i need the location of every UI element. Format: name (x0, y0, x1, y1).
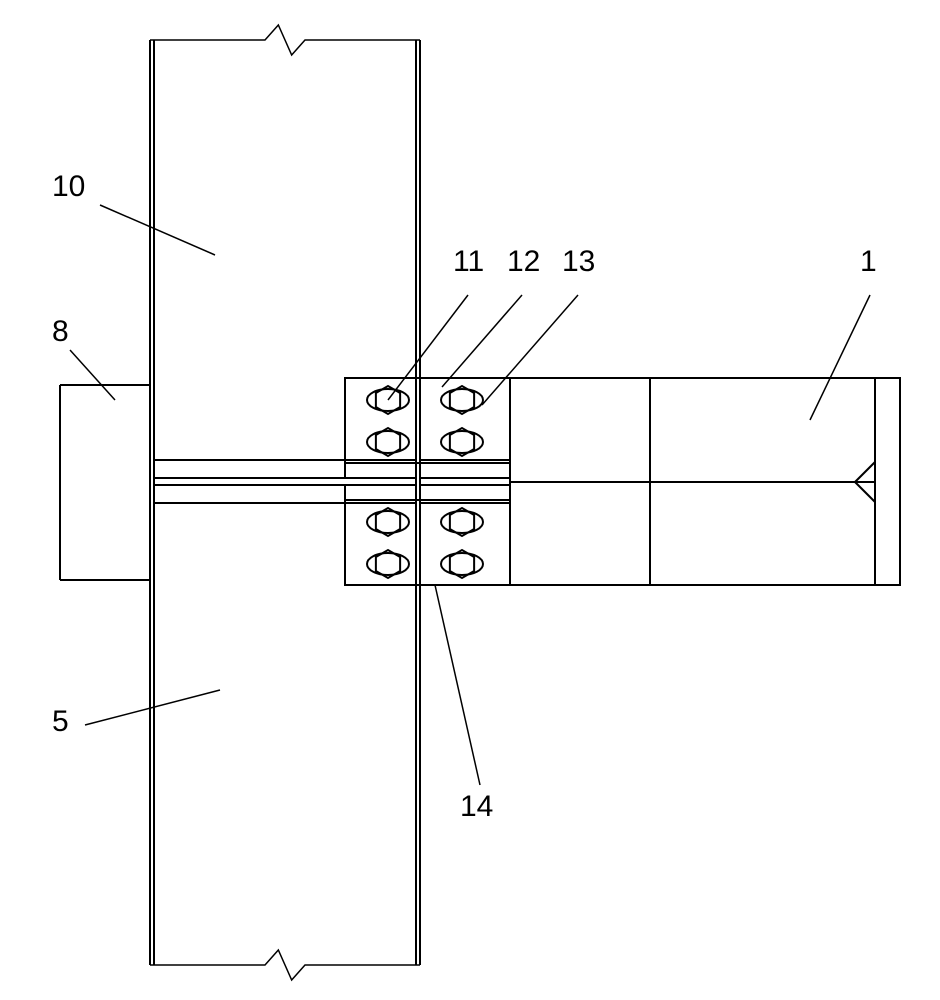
label-13: 13 (562, 245, 595, 279)
label-10: 10 (52, 170, 85, 204)
label-11: 11 (453, 245, 484, 279)
label-14: 14 (460, 790, 493, 824)
diagram-svg (0, 0, 940, 1000)
label-1: 1 (860, 245, 877, 279)
label-8: 8 (52, 315, 69, 349)
diagram-canvas: 10 8 5 11 12 13 1 14 (0, 0, 940, 1000)
label-12: 12 (507, 245, 540, 279)
label-5: 5 (52, 705, 69, 739)
